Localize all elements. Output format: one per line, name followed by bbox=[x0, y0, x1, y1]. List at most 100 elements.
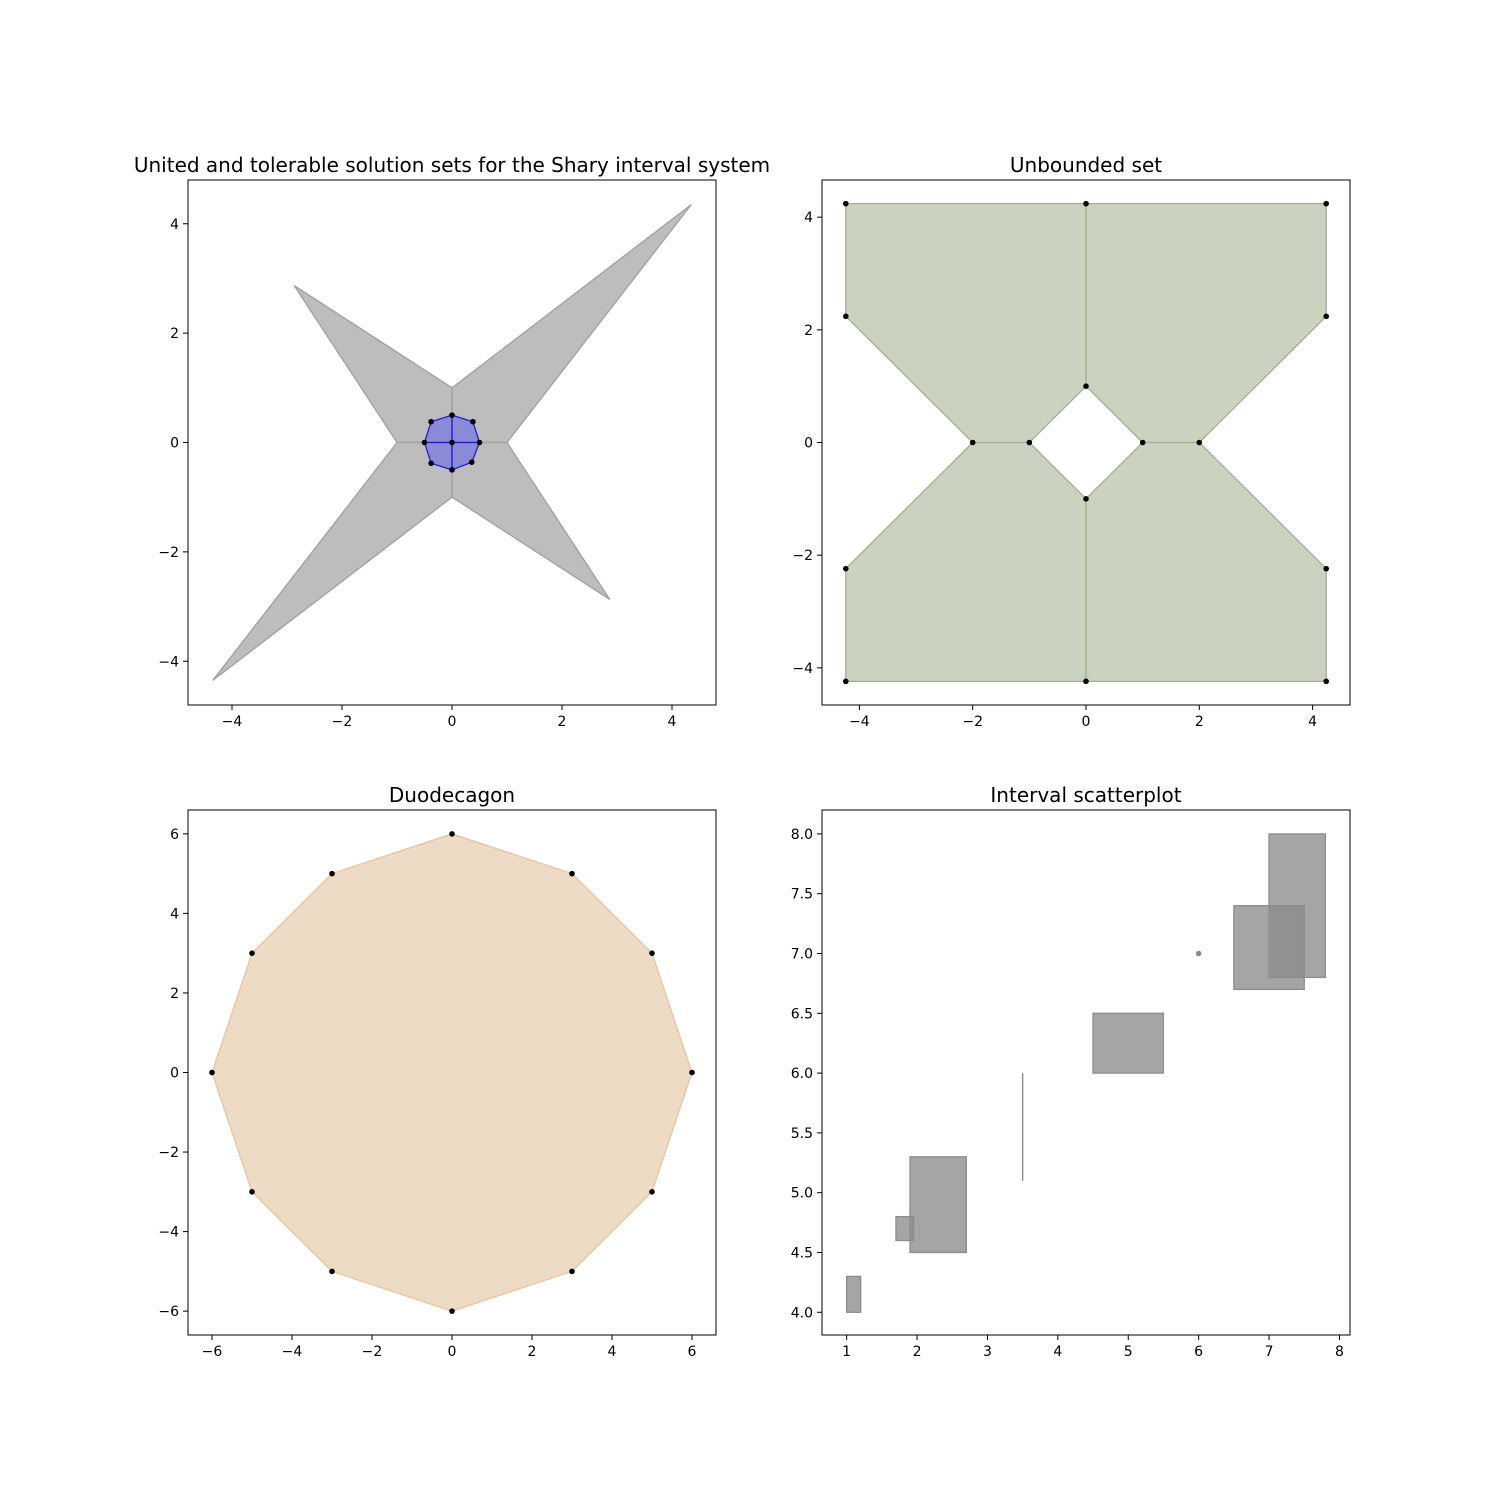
vertex-point-0-9 bbox=[1139, 439, 1146, 446]
x-tick-label: −4 bbox=[222, 714, 243, 730]
vertex-point-0-9 bbox=[209, 1069, 215, 1076]
y-tick-label: 2 bbox=[170, 326, 179, 342]
y-tick-label: 4.5 bbox=[791, 1245, 813, 1261]
plot-area bbox=[209, 831, 695, 1314]
vertex-point-0-8 bbox=[1196, 439, 1203, 446]
x-tick-label: 8 bbox=[1335, 1344, 1344, 1360]
vertex-point-1-0 bbox=[449, 439, 455, 446]
y-tick-label: −2 bbox=[158, 545, 179, 561]
vertex-point-0-14 bbox=[1323, 565, 1330, 572]
y-tick-label: −4 bbox=[158, 654, 179, 670]
vertex-point-0-6 bbox=[449, 1308, 455, 1314]
polygon-0-2 bbox=[845, 441, 1087, 682]
x-tick-label: 4 bbox=[1308, 714, 1317, 730]
vertex-point-0-8 bbox=[249, 1189, 255, 1195]
interval-box-7 bbox=[1268, 833, 1327, 979]
x-tick-label: −4 bbox=[849, 714, 870, 730]
vertex-point-0-4 bbox=[969, 439, 976, 446]
vertex-point-0-11 bbox=[842, 678, 849, 685]
chart-title: United and tolerable solution sets for t… bbox=[134, 153, 770, 177]
y-tick-label: −4 bbox=[792, 661, 813, 677]
y-tick-label: 2 bbox=[170, 986, 179, 1002]
y-tick-label: 0 bbox=[804, 436, 813, 452]
y-tick-label: 4 bbox=[170, 217, 179, 233]
x-tick-label: 4 bbox=[1053, 1344, 1062, 1360]
y-tick-label: 0 bbox=[170, 436, 179, 452]
y-tick-label: −6 bbox=[158, 1304, 179, 1320]
interval-box-0 bbox=[845, 1275, 862, 1313]
chart-title: Unbounded set bbox=[1010, 153, 1162, 177]
y-tick-label: 6.0 bbox=[791, 1066, 813, 1082]
plot-area bbox=[212, 204, 692, 681]
vertex-point-1-2 bbox=[470, 418, 476, 425]
x-tick-label: 5 bbox=[1124, 1344, 1133, 1360]
x-tick-label: −2 bbox=[962, 714, 983, 730]
vertex-point-0-12 bbox=[1083, 678, 1089, 685]
vertex-point-0-0 bbox=[449, 831, 455, 837]
x-tick-label: −2 bbox=[332, 714, 353, 730]
x-tick-label: 2 bbox=[528, 1344, 537, 1360]
vertex-point-0-2 bbox=[649, 950, 655, 956]
axes-frame bbox=[821, 809, 1351, 1336]
panel-interval-scatterplot: 1 2 3 4 5 6 7 8 4.0 4.5 5.0 5.5 6.0 6.5 7.0 7.5 8.0 Inter… bbox=[791, 783, 1351, 1360]
x-tick-label: −4 bbox=[282, 1344, 303, 1360]
x-tick-label: 2 bbox=[558, 714, 567, 730]
vertex-point-1-6 bbox=[428, 460, 434, 467]
polygon-0-3 bbox=[451, 441, 611, 600]
vertex-point-1-5 bbox=[421, 439, 428, 446]
vertex-point-0-5 bbox=[1026, 439, 1033, 446]
polygon-0-2 bbox=[212, 441, 453, 681]
y-tick-label: 5.5 bbox=[791, 1126, 813, 1142]
interval-point-5 bbox=[1195, 950, 1202, 957]
polygon-0-1 bbox=[293, 285, 453, 444]
y-tick-label: 4 bbox=[804, 210, 813, 226]
vertex-point-0-3 bbox=[842, 313, 849, 320]
y-tick-label: −4 bbox=[158, 1225, 179, 1241]
vertex-point-0-10 bbox=[249, 950, 255, 956]
polygon-0-0 bbox=[845, 203, 1087, 444]
y-tick-label: 2 bbox=[804, 323, 813, 339]
plot-area bbox=[845, 833, 1327, 1313]
interval-box-2 bbox=[909, 1156, 967, 1254]
x-tick-label: 6 bbox=[1194, 1344, 1203, 1360]
x-tick-label: 6 bbox=[688, 1344, 697, 1360]
polygon-0-0 bbox=[451, 204, 692, 444]
y-tick-label: −2 bbox=[158, 1145, 179, 1161]
vertex-point-0-10 bbox=[842, 565, 849, 572]
x-tick-label: 7 bbox=[1265, 1344, 1274, 1360]
chart-title: Duodecagon bbox=[389, 783, 515, 807]
chart-title: Interval scatterplot bbox=[990, 783, 1181, 807]
vertex-point-0-3 bbox=[689, 1069, 695, 1076]
vertex-point-0-4 bbox=[649, 1189, 655, 1195]
polygon-0-3 bbox=[1085, 441, 1327, 682]
y-tick-label: 5.0 bbox=[791, 1186, 813, 1202]
interval-box-4 bbox=[1092, 1012, 1165, 1074]
x-tick-label: −2 bbox=[362, 1344, 383, 1360]
y-tick-label: 4.0 bbox=[791, 1305, 813, 1321]
x-tick-label: 2 bbox=[1195, 714, 1204, 730]
vertex-point-1-7 bbox=[449, 467, 455, 473]
panel-duodecagon: −6 −4 −2 0 2 4 6 −6 −4 −2 0 2 4 6 Duodecagon bbox=[158, 783, 717, 1360]
vertex-point-0-15 bbox=[1323, 678, 1330, 685]
x-tick-label: −6 bbox=[202, 1344, 223, 1360]
x-tick-label: 0 bbox=[448, 714, 457, 730]
vertex-point-1-4 bbox=[428, 418, 434, 425]
vertex-point-0-1 bbox=[1083, 200, 1089, 207]
y-tick-label: 7.0 bbox=[791, 947, 813, 963]
vertex-point-0-5 bbox=[569, 1268, 575, 1275]
x-tick-label: 2 bbox=[913, 1344, 922, 1360]
plot-area bbox=[842, 200, 1330, 685]
y-tick-label: 6.5 bbox=[791, 1006, 813, 1022]
x-tick-label: 4 bbox=[608, 1344, 617, 1360]
vertex-point-0-13 bbox=[1083, 496, 1089, 502]
vertex-point-0-0 bbox=[1083, 383, 1089, 389]
vertex-point-0-11 bbox=[329, 870, 335, 877]
vertex-point-1-1 bbox=[449, 412, 455, 418]
vertex-point-0-2 bbox=[842, 200, 849, 207]
x-tick-label: 0 bbox=[448, 1344, 457, 1360]
y-tick-label: −2 bbox=[792, 548, 813, 564]
y-tick-label: 7.5 bbox=[791, 887, 813, 903]
vertex-point-0-7 bbox=[329, 1268, 335, 1275]
polygon-0-0 bbox=[211, 833, 693, 1312]
